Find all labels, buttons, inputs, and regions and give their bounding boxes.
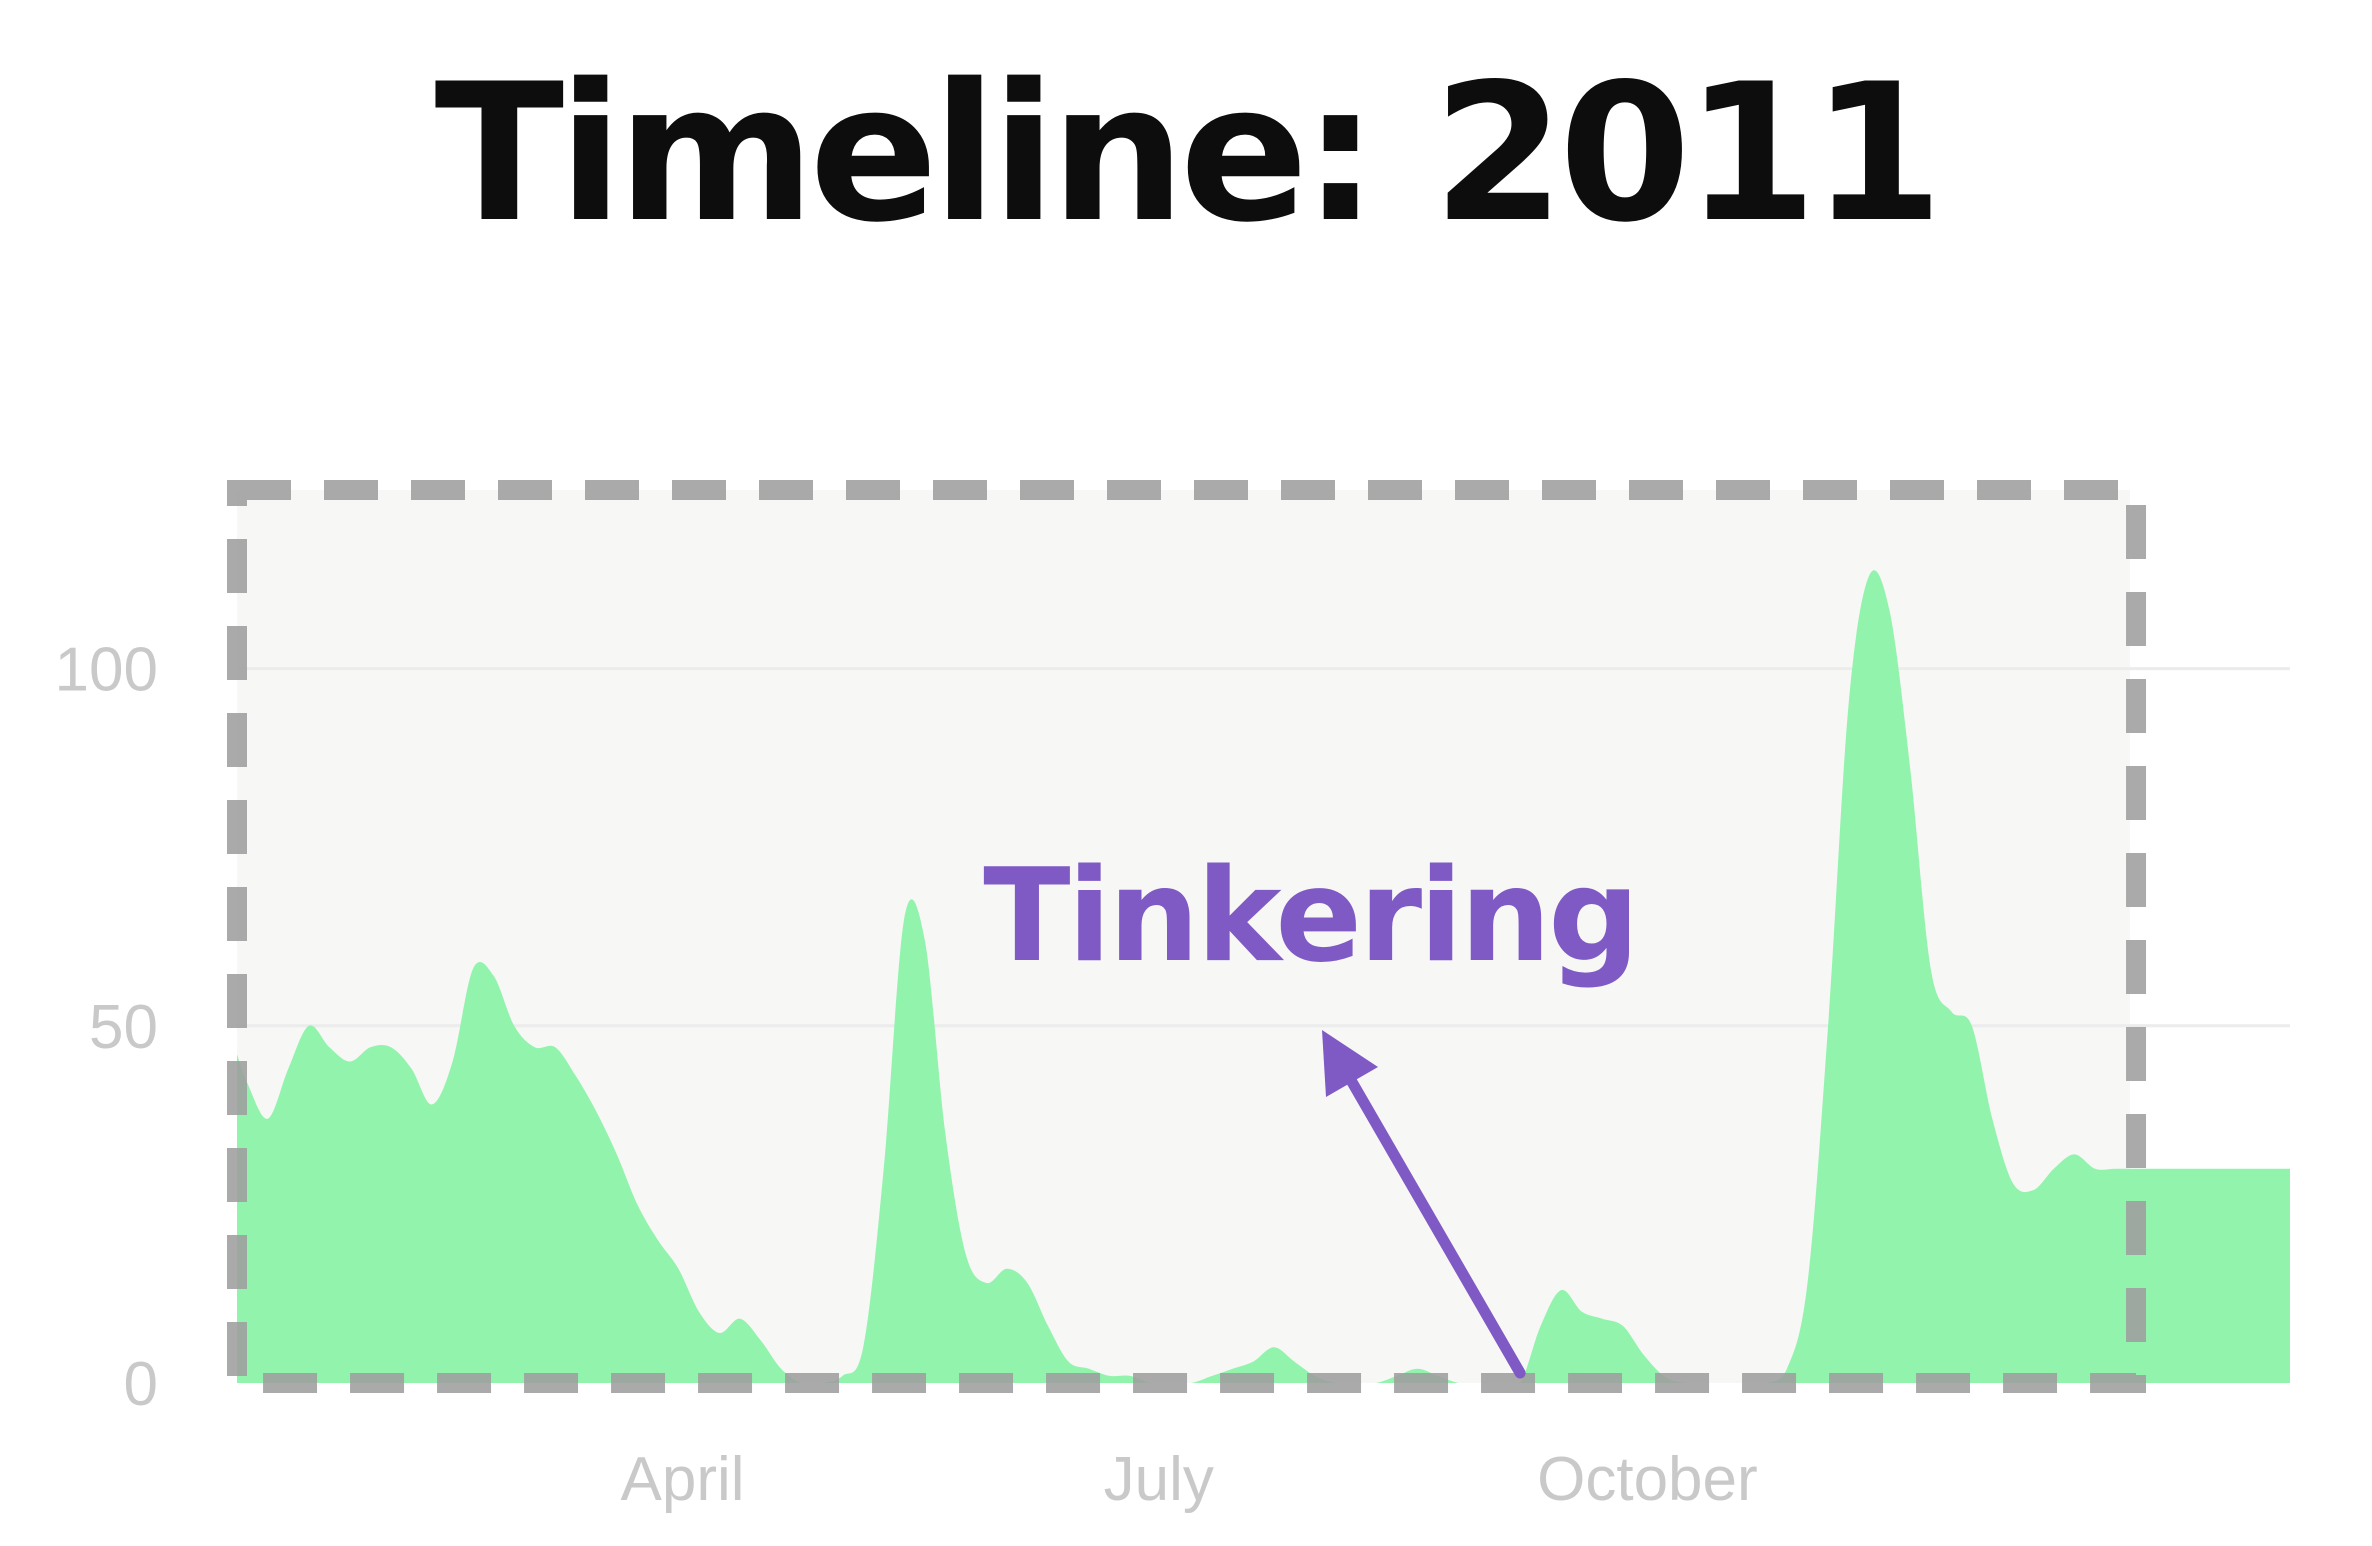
annotation-arrow-head	[1322, 1030, 1378, 1097]
annotation-label: Tinkering	[983, 842, 1637, 991]
area-series	[237, 570, 2290, 1383]
y-tick-label: 0	[124, 1350, 158, 1419]
y-tick-label: 50	[89, 993, 158, 1062]
y-tick-label: 100	[55, 636, 158, 705]
highlight-dashed-box	[227, 480, 2147, 1393]
x-tick-label: October	[1537, 1445, 1758, 1514]
annotation-arrow-shaft	[1346, 1076, 1526, 1379]
x-axis-ticks: April July October	[620, 1445, 1757, 1514]
y-axis-ticks: 0 50 100	[55, 636, 158, 1419]
chart-title: Timeline: 2011	[434, 43, 1944, 264]
tinkering-annotation: Tinkering	[983, 842, 1640, 1379]
x-tick-label: April	[620, 1445, 744, 1514]
x-tick-label: July	[1104, 1445, 1214, 1514]
